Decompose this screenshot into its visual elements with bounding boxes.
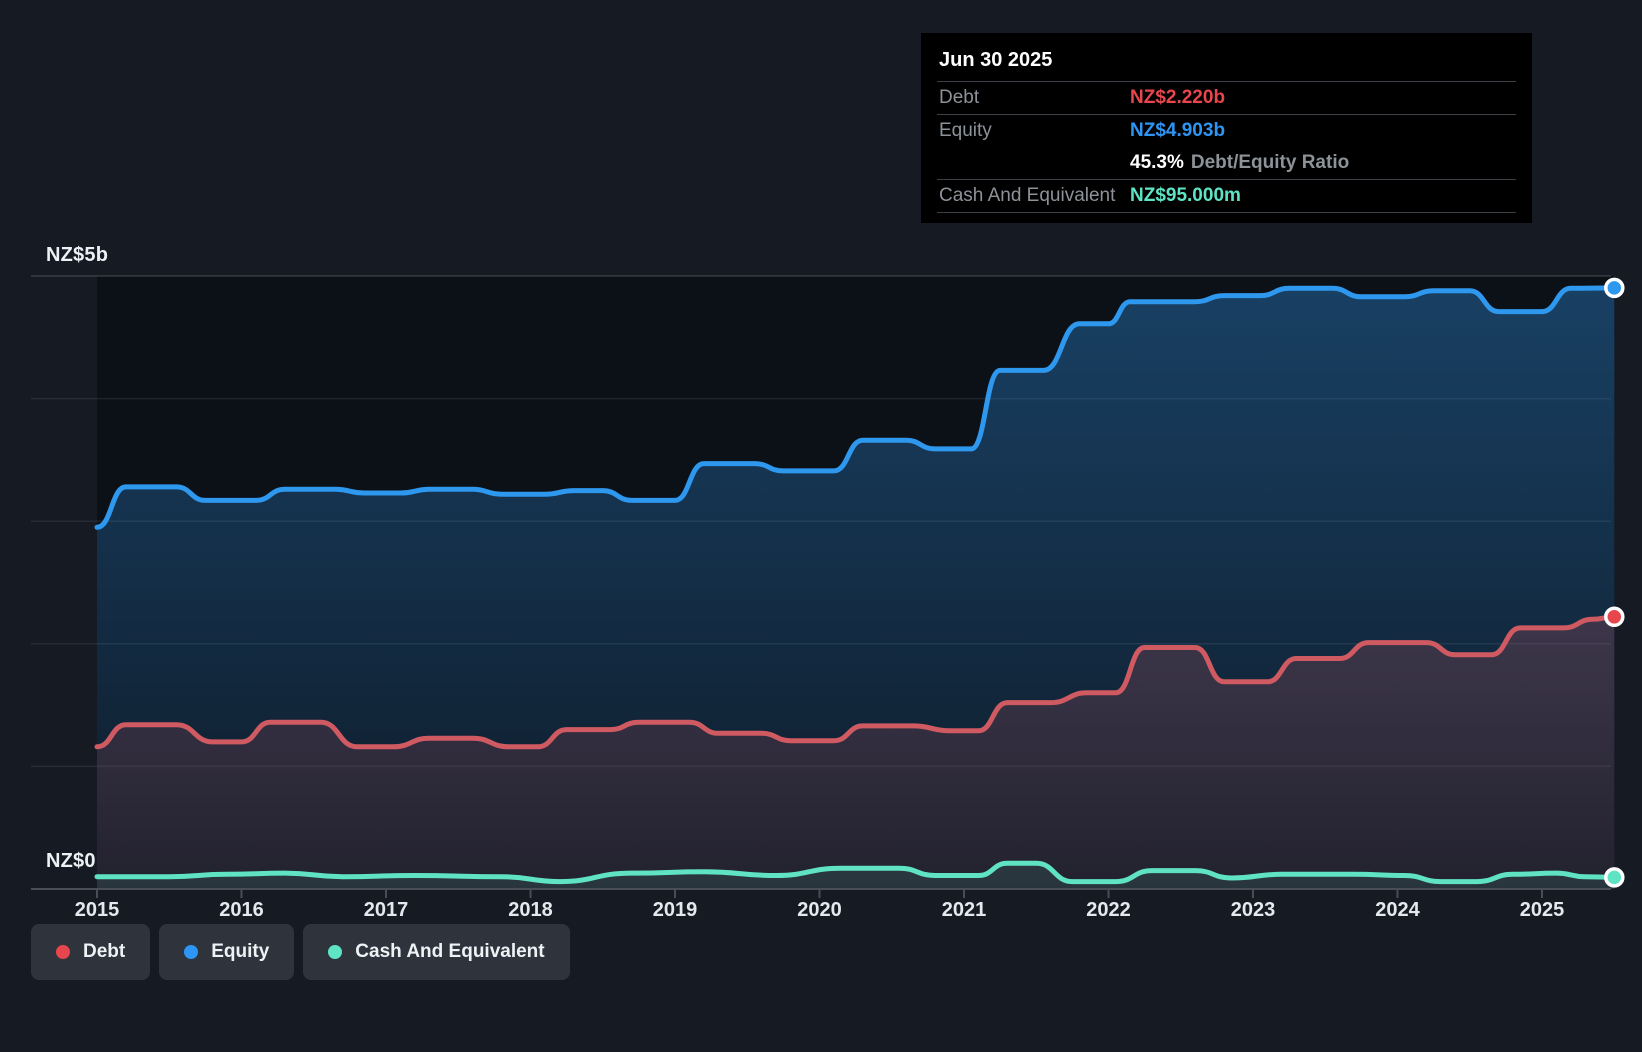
- equity-line: [94, 285, 1617, 530]
- cash-and-equivalent-line: [94, 860, 1617, 885]
- x-axis-label-2018: 2018: [508, 899, 553, 921]
- y-axis-label-top: NZ$5b: [46, 244, 109, 266]
- x-axis-label-2025: 2025: [1519, 899, 1565, 921]
- legend-item-cash[interactable]: Cash And Equivalent: [303, 924, 570, 980]
- tooltip-equity-label: Equity: [939, 120, 992, 141]
- x-axis-label-2023: 2023: [1230, 899, 1276, 921]
- tooltip-debt-value: NZ$2.220b: [1130, 87, 1226, 108]
- tooltip-ratio-row: 45.3% Debt/Equity Ratio: [937, 147, 1516, 179]
- debt-area: [97, 616, 1615, 889]
- legend-cash-label: Cash And Equivalent: [355, 941, 545, 962]
- debt-end-marker: [1604, 606, 1625, 628]
- legend-item-debt[interactable]: Debt: [31, 924, 151, 980]
- cash-and-equivalent-area: [97, 863, 1615, 889]
- x-axis-label-2022: 2022: [1086, 899, 1131, 921]
- legend-debt-label: Debt: [83, 941, 126, 962]
- tooltip-ratio-label: Debt/Equity Ratio: [1190, 152, 1350, 173]
- tooltip-cash-label: Cash And Equivalent: [939, 185, 1116, 206]
- tooltip-date: Jun 30 2025: [939, 49, 1053, 71]
- x-axis-label-2020: 2020: [797, 899, 842, 921]
- x-axis-label-2015: 2015: [74, 899, 120, 921]
- x-axis-label-2019: 2019: [652, 899, 698, 921]
- x-axis-label-2016: 2016: [219, 899, 264, 921]
- tooltip-debt-label: Debt: [939, 87, 980, 108]
- legend-equity-label: Equity: [211, 941, 270, 962]
- tooltip-equity-value: NZ$4.903b: [1130, 120, 1226, 141]
- x-axis-label-2021: 2021: [941, 899, 987, 921]
- tooltip-debt-row: Debt NZ$2.220b: [937, 81, 1516, 114]
- debt-line: [94, 614, 1617, 750]
- tooltip-cash-value: NZ$95.000m: [1130, 185, 1241, 206]
- cash-dot-icon: [328, 945, 343, 959]
- equity-dot-icon: [184, 945, 199, 959]
- cash-and-equivalent-end-marker: [1604, 867, 1625, 888]
- equity-end-marker: [1604, 277, 1625, 299]
- x-axis-label-2024: 2024: [1375, 899, 1420, 921]
- y-axis-label-bottom: NZ$0: [46, 850, 96, 872]
- tooltip-equity-row: Equity NZ$4.903b: [937, 114, 1516, 147]
- legend-item-equity[interactable]: Equity: [159, 924, 295, 980]
- tooltip-ratio-value: 45.3%: [1130, 152, 1184, 173]
- chart-tooltip: Jun 30 2025 Debt NZ$2.220b Equity NZ$4.9…: [921, 33, 1532, 223]
- debt-dot-icon: [56, 945, 70, 959]
- x-axis-label-2017: 2017: [363, 899, 409, 921]
- chart-legend: Debt Equity Cash And Equivalent: [31, 924, 570, 980]
- tooltip-cash-row: Cash And Equivalent NZ$95.000m: [937, 179, 1516, 213]
